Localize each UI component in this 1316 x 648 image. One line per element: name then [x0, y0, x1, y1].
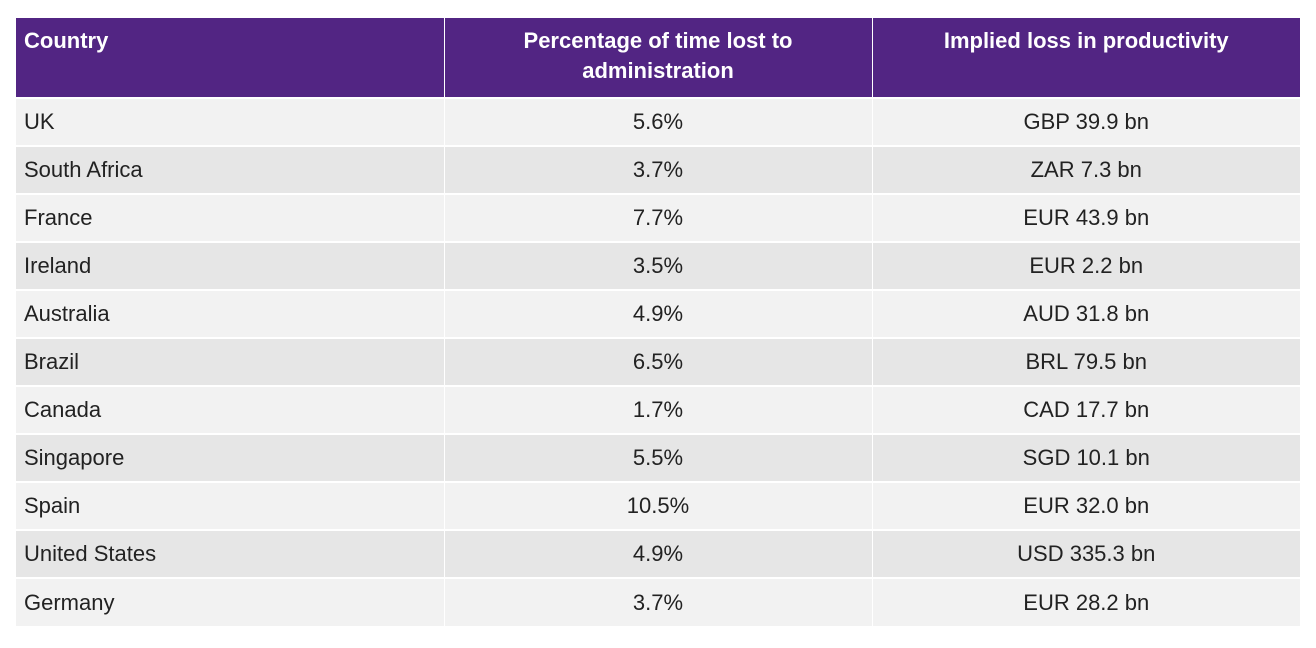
cell-percentage: 5.6%	[443, 97, 872, 146]
cell-percentage: 10.5%	[443, 481, 872, 530]
cell-implied-loss: AUD 31.8 bn	[871, 289, 1300, 338]
cell-country: Australia	[16, 289, 444, 338]
table-row: France 7.7% EUR 43.9 bn	[16, 193, 1300, 242]
table-row: Germany 3.7% EUR 28.2 bn	[16, 577, 1300, 626]
cell-percentage: 7.7%	[443, 193, 872, 242]
cell-implied-loss: ZAR 7.3 bn	[871, 145, 1300, 194]
cell-percentage: 3.5%	[443, 241, 872, 290]
table-row: Canada 1.7% CAD 17.7 bn	[16, 385, 1300, 434]
cell-percentage: 3.7%	[443, 577, 872, 626]
header-implied-loss: Implied loss in productivity	[871, 18, 1300, 98]
productivity-table: Country Percentage of time lost to admin…	[16, 18, 1300, 626]
cell-country: United States	[16, 529, 444, 578]
cell-implied-loss: GBP 39.9 bn	[871, 97, 1300, 146]
header-percentage-time-lost: Percentage of time lost to administratio…	[443, 18, 872, 98]
table-row: Australia 4.9% AUD 31.8 bn	[16, 289, 1300, 338]
cell-percentage: 4.9%	[443, 289, 872, 338]
cell-implied-loss: EUR 43.9 bn	[871, 193, 1300, 242]
table-header: Country Percentage of time lost to admin…	[16, 18, 1300, 98]
cell-country: France	[16, 193, 444, 242]
cell-implied-loss: USD 335.3 bn	[871, 529, 1300, 578]
productivity-table-container: Country Percentage of time lost to admin…	[16, 18, 1300, 626]
cell-implied-loss: BRL 79.5 bn	[871, 337, 1300, 386]
table-row: South Africa 3.7% ZAR 7.3 bn	[16, 145, 1300, 194]
cell-implied-loss: EUR 28.2 bn	[871, 577, 1300, 626]
cell-percentage: 1.7%	[443, 385, 872, 434]
cell-percentage: 3.7%	[443, 145, 872, 194]
cell-country: South Africa	[16, 145, 444, 194]
cell-country: Canada	[16, 385, 444, 434]
table-row: United States 4.9% USD 335.3 bn	[16, 529, 1300, 578]
cell-implied-loss: EUR 32.0 bn	[871, 481, 1300, 530]
cell-percentage: 4.9%	[443, 529, 872, 578]
table-row: Brazil 6.5% BRL 79.5 bn	[16, 337, 1300, 386]
table-row: Singapore 5.5% SGD 10.1 bn	[16, 433, 1300, 482]
header-row: Country Percentage of time lost to admin…	[16, 18, 1300, 98]
table-row: UK 5.6% GBP 39.9 bn	[16, 97, 1300, 146]
table-row: Ireland 3.5% EUR 2.2 bn	[16, 241, 1300, 290]
table-row: Spain 10.5% EUR 32.0 bn	[16, 481, 1300, 530]
cell-country: Ireland	[16, 241, 444, 290]
cell-percentage: 5.5%	[443, 433, 872, 482]
header-country: Country	[16, 18, 444, 98]
cell-country: Germany	[16, 577, 444, 626]
cell-percentage: 6.5%	[443, 337, 872, 386]
cell-country: Spain	[16, 481, 444, 530]
cell-implied-loss: SGD 10.1 bn	[871, 433, 1300, 482]
cell-implied-loss: CAD 17.7 bn	[871, 385, 1300, 434]
cell-country: UK	[16, 97, 444, 146]
cell-country: Brazil	[16, 337, 444, 386]
cell-country: Singapore	[16, 433, 444, 482]
table-body: UK 5.6% GBP 39.9 bn South Africa 3.7% ZA…	[16, 97, 1300, 626]
cell-implied-loss: EUR 2.2 bn	[871, 241, 1300, 290]
